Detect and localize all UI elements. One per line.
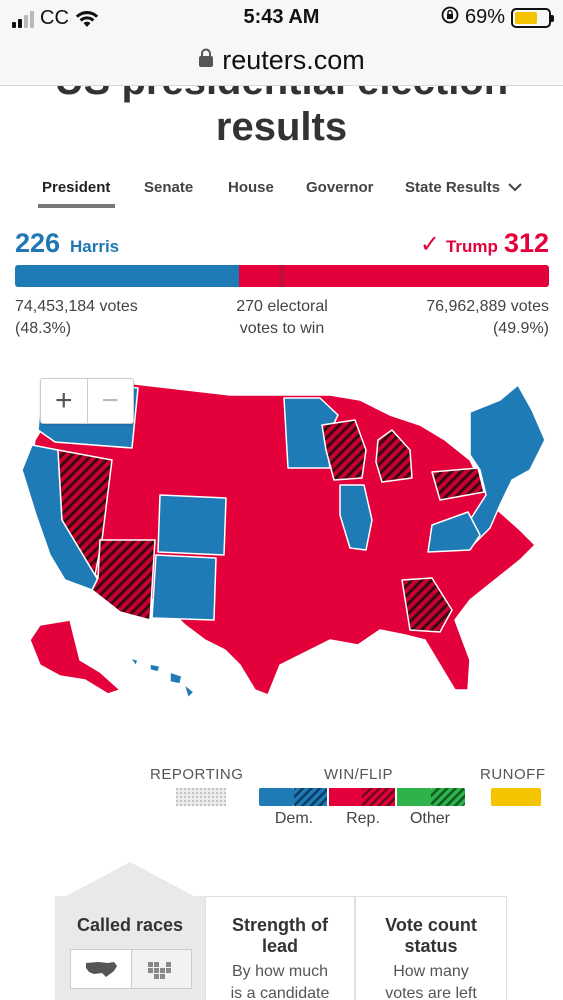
carrier-label: CC [40, 7, 69, 29]
tab-state-results[interactable]: State Results [405, 179, 522, 196]
battery-percent: 69% [464, 6, 505, 28]
dem-electoral-votes: 226 [15, 228, 61, 258]
rep-electoral-votes: 312 [503, 228, 549, 258]
dem-popular-vote: 74,453,184 votes (48.3%) [15, 296, 138, 340]
map-state[interactable] [427, 511, 481, 553]
threshold-line1: 270 electoral [236, 298, 328, 315]
us-grid-map-icon[interactable] [131, 949, 192, 989]
map-state[interactable] [451, 384, 546, 549]
dem-vote-pct: (48.3%) [15, 320, 72, 337]
zoom-out-button[interactable]: − [86, 379, 134, 423]
card-strength-sub-line1: By how much [231, 963, 329, 980]
dem-bar-segment [15, 265, 240, 287]
rep-popular-vote: 76,962,889 votes (49.9%) [426, 296, 549, 340]
signal-icon [12, 10, 34, 28]
clock: 5:43 AM [243, 6, 320, 28]
map-state[interactable] [375, 429, 413, 483]
map-zoom-controls: + − [40, 378, 134, 424]
us-map-icon[interactable] [70, 949, 132, 989]
legend-winflip-swatches [259, 788, 465, 806]
status-bar: CC 5:43 AM 69% [0, 0, 563, 36]
legend-reporting-label: REPORTING [150, 766, 244, 783]
chevron-down-icon [508, 183, 522, 192]
legend-dem-label: Dem. [274, 810, 314, 827]
map-state[interactable] [431, 467, 485, 501]
tab-house[interactable]: House [228, 179, 274, 196]
map-state[interactable] [157, 494, 227, 556]
legend-winflip-label: WIN/FLIP [324, 766, 394, 783]
legend-rep-label: Rep. [346, 810, 380, 827]
map-state[interactable] [29, 619, 121, 695]
threshold-marker [281, 265, 283, 287]
card-vote-count-status[interactable]: Vote count status How many votes are lef… [355, 896, 507, 1000]
threshold-label: 270 electoral votes to win [182, 296, 382, 340]
orientation-lock-icon [441, 6, 459, 29]
race-tabs: President Senate House Governor State Re… [0, 176, 563, 210]
active-tab-indicator [38, 204, 115, 208]
dem-candidate-name: Harris [70, 237, 120, 256]
dem-vote-count: 74,453,184 votes [15, 298, 138, 315]
card-votecount-sub-line2: votes are left [385, 985, 477, 1000]
legend-other-label: Other [409, 810, 450, 827]
electoral-bar [15, 265, 549, 287]
rep-vote-pct: (49.9%) [492, 320, 549, 337]
battery-icon [511, 7, 554, 28]
card-called-races-title: Called races [76, 915, 184, 935]
threshold-line2: votes to win [239, 320, 325, 337]
card-strength-of-lead[interactable]: Strength of lead By how much is a candid… [205, 896, 355, 1000]
map-state[interactable] [151, 554, 217, 621]
tab-governor[interactable]: Governor [306, 179, 374, 196]
map-state[interactable] [339, 484, 373, 551]
card-votecount-title-line2: status [404, 936, 458, 956]
legend-runoff-label: RUNOFF [480, 766, 546, 783]
map-state[interactable] [401, 577, 453, 633]
card-called-races[interactable]: Called races [55, 896, 205, 1000]
card-strength-sub-line2: is a candidate [230, 985, 330, 1000]
card-strength-title-line2: lead [261, 936, 299, 956]
card-votecount-title-line1: Vote count [385, 915, 477, 935]
zoom-in-button[interactable]: + [54, 384, 73, 417]
rep-candidate-name: Trump [445, 237, 498, 256]
electoral-tally: 226 Harris ✓ Trump 312 [15, 228, 549, 262]
rep-vote-count: 76,962,889 votes [426, 298, 549, 315]
lock-icon [198, 48, 214, 73]
map-state[interactable] [129, 657, 195, 699]
rep-bar-segment [239, 265, 549, 287]
tab-president[interactable]: President [42, 179, 111, 196]
address-bar[interactable]: reuters.com [0, 36, 563, 86]
map-state[interactable] [91, 539, 156, 621]
legend-reporting-swatch [176, 788, 226, 806]
us-electoral-map[interactable] [0, 360, 563, 730]
page-title-line2: results [215, 105, 348, 149]
card-votecount-sub-line1: How many [393, 963, 469, 980]
wifi-icon [75, 10, 99, 28]
legend-runoff-swatch [491, 788, 541, 806]
tab-senate[interactable]: Senate [144, 179, 194, 196]
winner-check-icon: ✓ [419, 231, 440, 258]
tab-state-results-label: State Results [405, 179, 501, 196]
map-state[interactable] [321, 419, 367, 481]
url-text: reuters.com [222, 45, 365, 75]
card-strength-title-line1: Strength of [232, 915, 328, 935]
